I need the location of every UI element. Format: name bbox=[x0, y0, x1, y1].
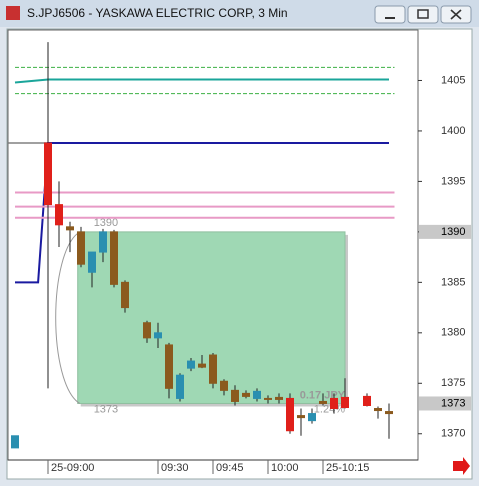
plot-layer: 1370 1375 1380 1385 1390 1395 1400 1405 1390 1373… bbox=[8, 42, 471, 474]
candle-body bbox=[121, 281, 129, 309]
measure-percent: 1.24% bbox=[314, 403, 345, 415]
candle-body bbox=[88, 251, 96, 273]
candle-body bbox=[330, 397, 338, 410]
candle-body bbox=[44, 142, 52, 206]
x-tick-label: 10:00 bbox=[271, 462, 299, 474]
maximize-icon bbox=[417, 9, 429, 19]
candle-body bbox=[231, 389, 239, 402]
candle-body bbox=[110, 231, 118, 285]
candle-body bbox=[341, 396, 349, 409]
candle-body bbox=[264, 397, 272, 400]
candle-body bbox=[308, 413, 316, 422]
candle-body bbox=[99, 231, 107, 253]
candle-body bbox=[198, 363, 206, 368]
y-tick-label: 1370 bbox=[441, 428, 465, 440]
candle-body bbox=[220, 380, 228, 391]
y-tick-label: 1380 bbox=[441, 327, 465, 339]
candle-body bbox=[154, 332, 162, 339]
y-tick-label: 1400 bbox=[441, 125, 465, 137]
candle-body bbox=[55, 204, 63, 226]
x-tick-label: 09:45 bbox=[216, 462, 244, 474]
maximize-button[interactable] bbox=[407, 5, 439, 24]
candle-body bbox=[253, 390, 261, 399]
close-icon bbox=[450, 9, 462, 20]
indicator-line bbox=[15, 142, 389, 284]
scroll-right-arrow[interactable] bbox=[453, 457, 470, 475]
measure-end-label: 1373 bbox=[94, 403, 118, 415]
candle-body bbox=[165, 344, 173, 389]
candle-body bbox=[242, 392, 250, 397]
price-marker-label: 1373 bbox=[441, 397, 465, 409]
candle-body bbox=[187, 360, 195, 369]
candle-body bbox=[11, 435, 19, 449]
x-tick-label: 25-09:00 bbox=[51, 462, 94, 474]
candle-body bbox=[275, 396, 283, 400]
y-tick-label: 1385 bbox=[441, 276, 465, 288]
y-tick-label: 1395 bbox=[441, 175, 465, 187]
candle-body bbox=[363, 395, 371, 406]
y-tick-label: 1405 bbox=[441, 74, 465, 86]
window-title: S.JPJ6506 - YASKAWA ELECTRIC CORP, 3 Min bbox=[27, 6, 288, 20]
candle-body bbox=[176, 374, 184, 399]
x-tick-label: 25-10:15 bbox=[326, 462, 369, 474]
candle-body bbox=[374, 408, 382, 412]
measure-arc bbox=[55, 231, 80, 404]
price-marker-label: 1390 bbox=[441, 226, 465, 238]
candle-body bbox=[143, 322, 151, 339]
candle-body bbox=[77, 231, 85, 265]
y-tick-label: 1375 bbox=[441, 377, 465, 389]
candle-body bbox=[385, 411, 393, 415]
price-marker-bg bbox=[419, 396, 471, 411]
x-tick-label: 09:30 bbox=[161, 462, 189, 474]
candle-body bbox=[209, 354, 217, 384]
app-icon bbox=[6, 6, 20, 20]
measure-start-label: 1390 bbox=[94, 217, 118, 229]
candle-body bbox=[319, 400, 327, 404]
price-marker-bg bbox=[419, 224, 471, 239]
candle-body bbox=[297, 415, 305, 419]
candle-body bbox=[66, 226, 74, 231]
candle-body bbox=[286, 397, 294, 432]
minimize-button[interactable] bbox=[374, 5, 406, 24]
